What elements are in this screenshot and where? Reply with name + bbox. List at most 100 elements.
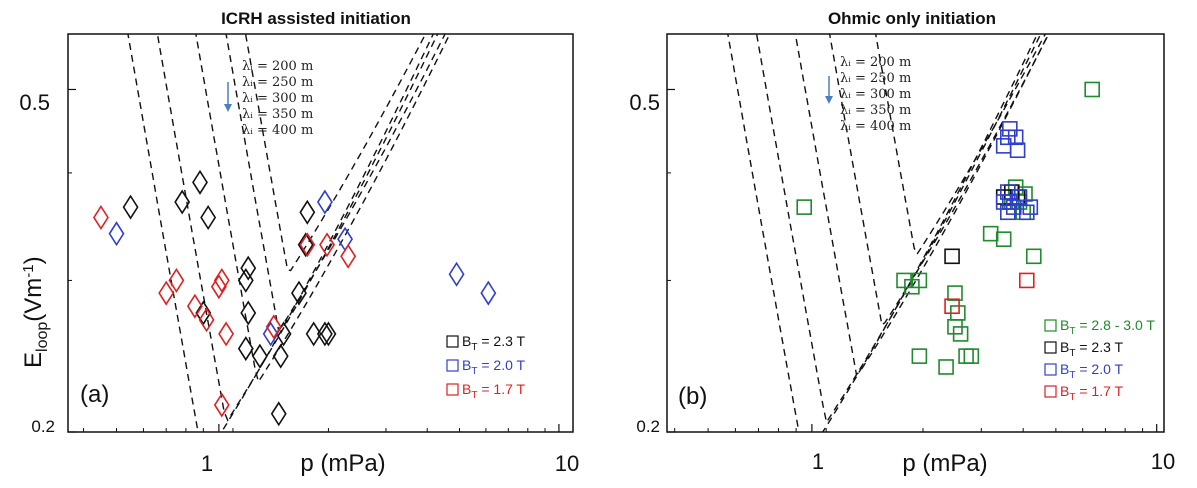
panel-b-label: (b) [678, 383, 707, 410]
data-point [1005, 199, 1022, 215]
legend-marker [1044, 319, 1057, 332]
panel-a-xtick-label-10: 10 [555, 451, 579, 476]
panel-a-ytick-label-0.2: 0.2 [31, 417, 55, 436]
data-point [237, 336, 254, 362]
legend-label: BT = 2.0 T [1060, 361, 1124, 381]
lambda-curve [195, 34, 451, 384]
data-point [265, 314, 282, 340]
legend-marker [1044, 363, 1057, 376]
panel-b-plot-frame [666, 33, 1165, 433]
data-point [947, 285, 963, 301]
data-point [316, 189, 333, 215]
panel-b-ytick-label-0.2: 0.2 [636, 417, 660, 436]
lambda-label: λᵢ = 400 m [242, 123, 313, 138]
legend-label: BT = 1.7 T [1060, 383, 1124, 403]
lambda-curve [794, 34, 1050, 376]
data-point [320, 321, 337, 347]
data-point [270, 401, 287, 427]
lambda-label: λᵢ = 200 m [242, 59, 313, 74]
data-point [272, 343, 289, 369]
lambda-label: λᵢ = 400 m [840, 119, 911, 134]
data-point [952, 326, 969, 342]
data-point [213, 392, 230, 418]
panel-a-plot-frame [67, 33, 574, 433]
panel-b: Ohmic only initiation 0.5 0.2 1 10 p (mP… [629, 9, 1175, 477]
lambda-curve [156, 34, 439, 422]
data-point [240, 300, 257, 326]
data-point [291, 280, 307, 306]
data-point [186, 293, 203, 319]
panel-a-lambda-labels: λᵢ = 200 m λᵢ = 250 m λᵢ = 300 m λᵢ = 35… [224, 59, 313, 138]
data-point [210, 274, 227, 300]
data-point [1007, 129, 1024, 146]
data-point [1084, 81, 1100, 98]
legend-label: BT = 2.0 T [462, 357, 526, 377]
data-point [192, 169, 208, 195]
panel-b-xtick-label-1: 1 [812, 449, 824, 474]
lambda-label: λᵢ = 350 m [242, 107, 313, 122]
lambda-curve [828, 34, 1050, 327]
data-point [108, 221, 125, 247]
panel-b-title: Ohmic only initiation [828, 9, 996, 28]
ylabel-sup: -1 [20, 264, 37, 277]
data-point [240, 255, 257, 281]
panel-a-lambda-arrowhead [224, 104, 232, 112]
panel-a-xlabel: p (mPa) [300, 450, 385, 477]
lambda-label: λᵢ = 250 m [840, 71, 911, 86]
legend-marker [446, 359, 459, 372]
data-point [297, 232, 314, 258]
legend-label: BT = 2.3 T [1060, 339, 1124, 359]
panel-a-label: (a) [80, 381, 109, 408]
panel-b-points [796, 81, 1100, 375]
legend-marker [1044, 385, 1057, 398]
panel-a-ylabel: Eloop(Vm-1) [20, 256, 51, 368]
lambda-label: λᵢ = 200 m [840, 55, 911, 70]
data-point [1018, 272, 1035, 289]
panel-b-xtick-label-10: 10 [1151, 449, 1175, 474]
data-point [218, 321, 235, 347]
legend-marker [446, 383, 459, 396]
ylabel-main: E [20, 352, 47, 368]
data-point [213, 267, 230, 293]
ylabel-sub: loop [34, 322, 51, 352]
lambda-curve [225, 34, 446, 330]
data-point [480, 280, 497, 306]
panel-a: ICRH assisted initiation 0.5 0.2 1 10 p … [19, 9, 579, 477]
panel-a-title: ICRH assisted initiation [221, 9, 411, 28]
data-point [1022, 199, 1039, 215]
lambda-curve [874, 34, 1047, 256]
legend-marker [1044, 341, 1057, 354]
data-point [1000, 204, 1016, 221]
data-point [982, 225, 999, 242]
data-point [1000, 184, 1016, 200]
data-point [1011, 189, 1028, 205]
data-point [299, 199, 316, 225]
data-point [262, 321, 279, 347]
panel-b-ticks [667, 88, 1158, 433]
data-point [299, 232, 316, 258]
panel-b-xlabel: p (mPa) [902, 450, 987, 477]
panel-b-lambda-labels: λᵢ = 200 m λᵢ = 250 m λᵢ = 300 m λᵢ = 35… [825, 55, 911, 134]
data-point [316, 321, 333, 347]
data-point [1025, 248, 1042, 265]
data-point [168, 267, 185, 293]
panel-b-ytick-label-0.5: 0.5 [629, 90, 660, 115]
panel-a-ticks [68, 88, 560, 433]
legend-label: BT = 2.8 - 3.0 T [1060, 317, 1155, 337]
lambda-curve [244, 34, 427, 272]
data-point [319, 232, 335, 258]
ylabel-unit: (Vm [20, 278, 47, 322]
data-point [911, 272, 928, 289]
data-point [995, 231, 1012, 247]
data-point [938, 359, 954, 375]
lambda-label: λᵢ = 300 m [242, 91, 313, 106]
data-point [305, 321, 322, 347]
data-point [200, 205, 217, 230]
panel-b-legend: BT = 2.8 - 3.0 TBT = 2.3 TBT = 2.0 TBT =… [1044, 317, 1155, 403]
legend-label: BT = 1.7 T [462, 381, 526, 401]
data-point [93, 205, 109, 230]
ylabel-close: ) [20, 256, 47, 264]
panel-a-curves [127, 34, 451, 432]
data-point [963, 348, 980, 364]
legend-label: BT = 2.3 T [462, 333, 526, 353]
